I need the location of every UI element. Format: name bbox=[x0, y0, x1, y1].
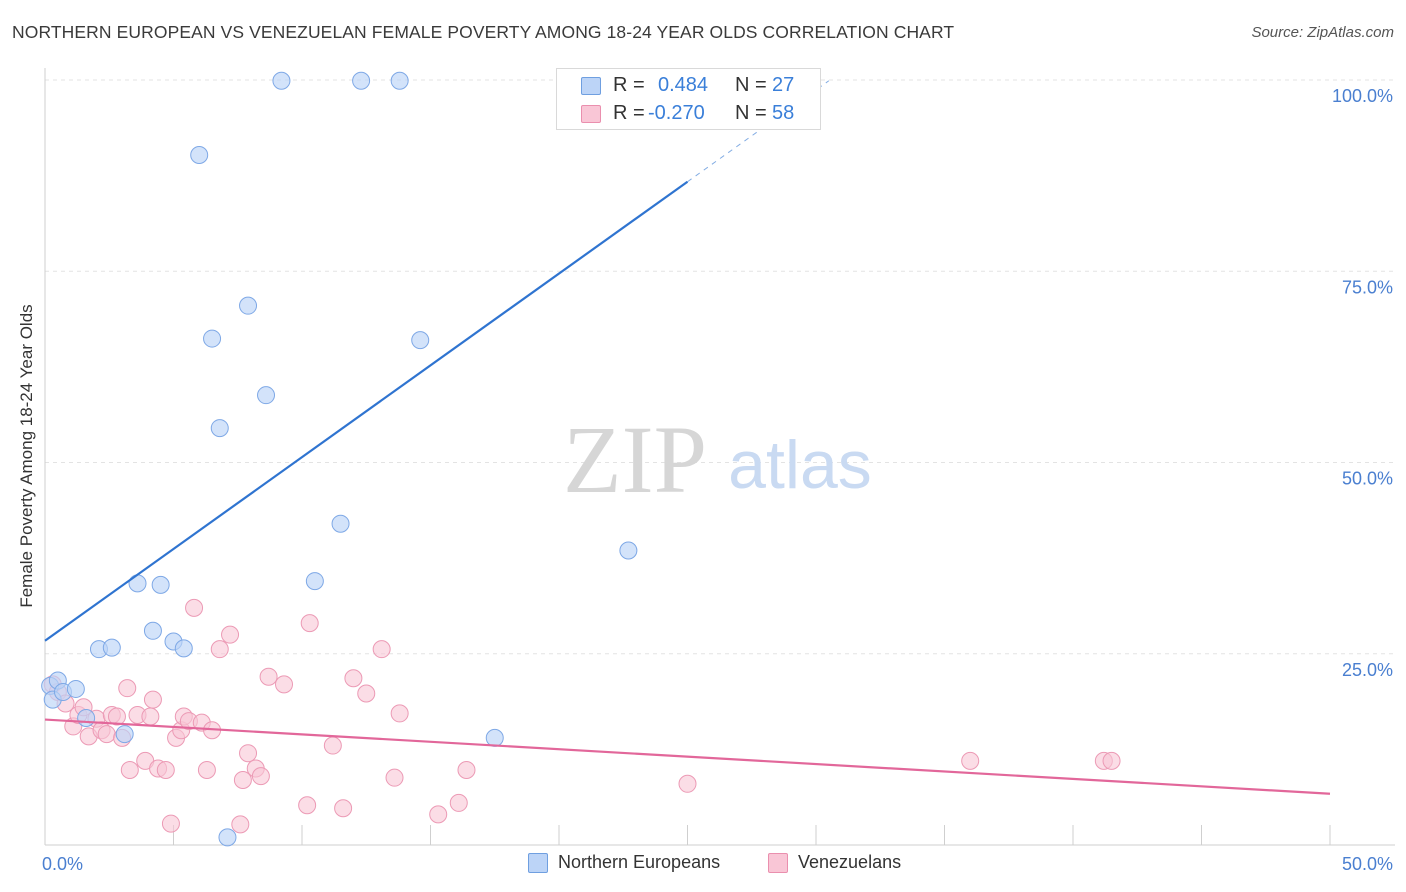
northern-european-point bbox=[66, 679, 85, 698]
venezuelan-point bbox=[457, 761, 476, 780]
correlation-stats-box: R = 0.484 N = 27 R = -0.270 N = 58 bbox=[556, 68, 821, 130]
venezuelan-point bbox=[141, 707, 160, 726]
venezuelan-point bbox=[251, 767, 270, 786]
northern-european-point bbox=[210, 419, 229, 438]
northern-european-point bbox=[485, 728, 504, 747]
northern-european-point bbox=[203, 329, 222, 348]
northern-european-point bbox=[174, 639, 193, 658]
pink-swatch bbox=[581, 105, 601, 123]
venezuelan-point bbox=[275, 675, 294, 694]
watermark-zip: ZIP bbox=[563, 406, 707, 513]
legend-swatch-blue bbox=[528, 853, 548, 873]
venezuelan-point bbox=[239, 744, 258, 763]
northern-european-point bbox=[218, 828, 237, 847]
x-tick-label-max: 50.0% bbox=[1342, 854, 1393, 874]
chart-title: NORTHERN EUROPEAN VS VENEZUELAN FEMALE P… bbox=[12, 22, 955, 42]
northern-european-point bbox=[151, 575, 170, 594]
northern-european-point bbox=[272, 71, 291, 90]
y-tick-label: 100.0% bbox=[1332, 86, 1393, 106]
n-value-blue: 27 bbox=[772, 74, 795, 96]
trend-line-venezuelans bbox=[44, 718, 1331, 795]
northern-europeans-points bbox=[41, 71, 646, 847]
northern-european-point bbox=[102, 638, 121, 657]
y-tick-label: 75.0% bbox=[1342, 277, 1393, 297]
northern-european-point bbox=[190, 145, 209, 164]
northern-european-point bbox=[128, 574, 147, 593]
northern-european-point bbox=[77, 709, 96, 728]
legend-label-venezuelans: Venezuelans bbox=[798, 852, 902, 872]
venezuelan-point bbox=[185, 598, 204, 617]
source-credit: Source: ZipAtlas.com bbox=[1251, 24, 1394, 41]
northern-european-point bbox=[352, 71, 371, 90]
stats-row-venezuelans: R = -0.270 N = 58 bbox=[557, 100, 820, 128]
venezuelans-points bbox=[43, 598, 1121, 834]
northern-european-point bbox=[619, 541, 638, 560]
r-label: R = bbox=[613, 74, 645, 96]
venezuelan-point bbox=[107, 707, 126, 726]
venezuelan-point bbox=[372, 640, 391, 659]
trend-line-northern-europeans bbox=[44, 180, 689, 642]
northern-european-point bbox=[305, 572, 324, 591]
venezuelan-point bbox=[97, 725, 116, 744]
n-value-pink: 58 bbox=[772, 102, 795, 124]
venezuelan-point bbox=[334, 799, 353, 818]
venezuelan-point bbox=[161, 814, 180, 833]
venezuelan-point bbox=[344, 669, 363, 688]
r-value-blue: 0.484 bbox=[658, 74, 709, 96]
r-value-pink: -0.270 bbox=[648, 102, 705, 124]
northern-european-point bbox=[331, 514, 350, 533]
northern-european-point bbox=[115, 725, 134, 744]
venezuelan-point bbox=[210, 640, 229, 659]
venezuelan-point bbox=[323, 736, 342, 755]
legend-label-northern-europeans: Northern Europeans bbox=[558, 852, 721, 872]
venezuelan-point bbox=[197, 761, 216, 780]
n-label: N = bbox=[735, 102, 767, 124]
northern-european-point bbox=[411, 331, 430, 350]
venezuelan-point bbox=[156, 761, 175, 780]
venezuelan-point bbox=[390, 704, 409, 723]
venezuelan-point bbox=[231, 815, 250, 834]
venezuelan-point bbox=[233, 770, 252, 789]
n-label: N = bbox=[735, 74, 767, 96]
watermark-atlas: atlas bbox=[728, 427, 872, 503]
venezuelan-point bbox=[449, 793, 468, 812]
venezuelan-point bbox=[961, 751, 980, 770]
venezuelan-point bbox=[120, 761, 139, 780]
venezuelan-point bbox=[1102, 751, 1121, 770]
northern-european-point bbox=[143, 621, 162, 640]
northern-european-point bbox=[257, 386, 276, 405]
venezuelan-point bbox=[298, 796, 317, 815]
blue-swatch bbox=[581, 77, 601, 95]
stats-row-northern-europeans: R = 0.484 N = 27 bbox=[557, 72, 820, 100]
venezuelan-point bbox=[221, 625, 240, 644]
gridlines bbox=[45, 79, 1395, 655]
venezuelan-point bbox=[143, 690, 162, 709]
venezuelan-point bbox=[429, 805, 448, 824]
northern-european-point bbox=[239, 296, 258, 315]
y-tick-label: 25.0% bbox=[1342, 660, 1393, 680]
venezuelan-point bbox=[259, 667, 278, 686]
venezuelan-point bbox=[118, 679, 137, 698]
y-tick-label: 50.0% bbox=[1342, 469, 1393, 489]
axes bbox=[44, 68, 1395, 846]
r-label: R = bbox=[613, 102, 645, 124]
venezuelan-point bbox=[678, 774, 697, 793]
legend-swatch-pink bbox=[768, 853, 788, 873]
x-tick-label-min: 0.0% bbox=[42, 854, 83, 874]
venezuelan-point bbox=[300, 614, 319, 633]
venezuelan-point bbox=[385, 768, 404, 787]
northern-european-point bbox=[390, 71, 409, 90]
venezuelan-point bbox=[357, 684, 376, 703]
tick-labels: 25.0% 50.0% 75.0% 100.0% 0.0% 50.0% bbox=[42, 86, 1393, 874]
